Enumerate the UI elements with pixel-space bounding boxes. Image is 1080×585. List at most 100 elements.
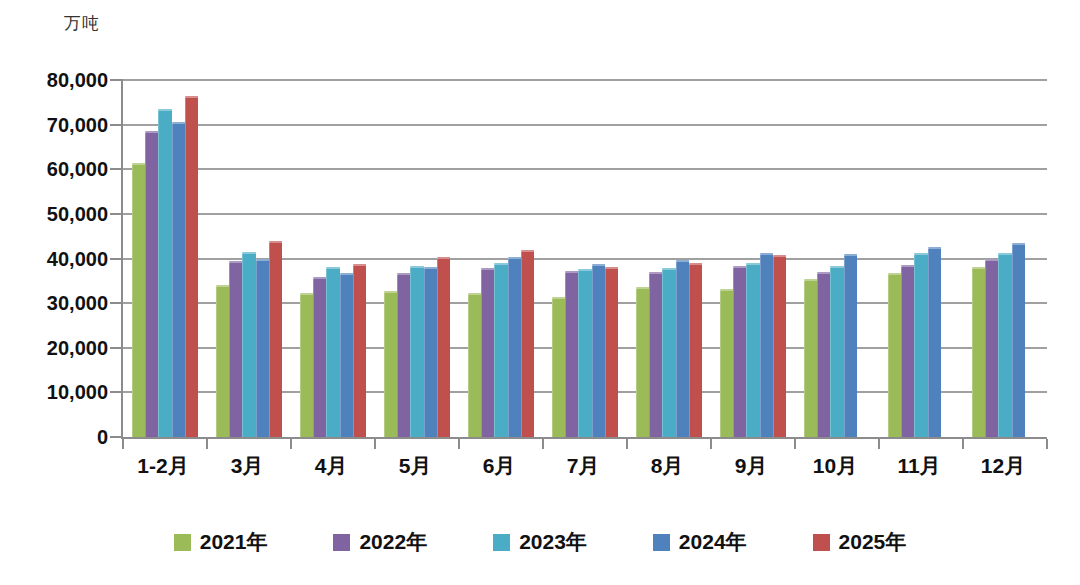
bar-group-12月 (963, 80, 1047, 437)
bar-2025年-8月 (689, 263, 702, 437)
legend: 2021年 2022年 2023年 2024年 2025年 (0, 527, 1080, 557)
legend-label: 2025年 (839, 528, 907, 556)
y-axis-tick-mark (110, 79, 123, 81)
y-tick-label: 10,000 (47, 381, 108, 403)
bar-2024年-4月 (340, 273, 353, 437)
bar-group-1-2月 (123, 80, 207, 437)
legend-item-2024年: 2024年 (653, 528, 747, 556)
y-axis-tick-mark (110, 436, 123, 438)
bar-2023年-5月 (410, 266, 423, 437)
bar-group-9月 (711, 80, 795, 437)
y-tick-label: 60,000 (47, 158, 108, 180)
bar-2022年-5月 (397, 273, 410, 437)
bar-group-11月 (879, 80, 963, 437)
bar-2025年-1-2月 (185, 96, 198, 437)
x-label-5月: 5月 (373, 452, 457, 480)
bar-2024年-9月 (760, 253, 773, 437)
y-tick-label: 50,000 (47, 203, 108, 225)
y-axis-tick-mark (110, 347, 123, 349)
legend-swatch (174, 534, 191, 551)
y-axis-tick-mark (110, 168, 123, 170)
y-tick-label: 0 (97, 426, 108, 448)
bar-2024年-10月 (844, 254, 857, 437)
bar-2022年-3月 (229, 261, 242, 437)
bar-2025年-4月 (353, 264, 366, 437)
bar-2024年-5月 (424, 267, 437, 437)
bar-2022年-11月 (901, 265, 914, 437)
legend-swatch (333, 534, 350, 551)
bar-2023年-7月 (578, 269, 591, 437)
bar-2023年-10月 (830, 266, 843, 437)
bar-2021年-7月 (552, 297, 565, 437)
x-label-3月: 3月 (205, 452, 289, 480)
x-axis-tick-mark (710, 439, 712, 449)
bar-group-4月 (291, 80, 375, 437)
bar-2021年-3月 (216, 285, 229, 437)
x-label-10月: 10月 (793, 452, 877, 480)
bar-group-8月 (627, 80, 711, 437)
bar-2021年-11月 (888, 273, 901, 437)
y-tick-label: 30,000 (47, 292, 108, 314)
x-label-9月: 9月 (709, 452, 793, 480)
x-axis-tick-mark (122, 439, 124, 449)
y-axis-tick-labels: 010,00020,00030,00040,00050,00060,00070,… (0, 80, 108, 437)
x-axis-tick-mark (878, 439, 880, 449)
bar-2025年-7月 (605, 267, 618, 437)
x-label-8月: 8月 (625, 452, 709, 480)
bar-2023年-1-2月 (158, 109, 171, 437)
bar-2025年-5月 (437, 257, 450, 437)
bar-group-10月 (795, 80, 879, 437)
x-axis-tick-mark (626, 439, 628, 449)
bar-2024年-1-2月 (172, 122, 185, 437)
bar-2023年-11月 (914, 253, 927, 437)
bar-group-6月 (459, 80, 543, 437)
bar-2022年-8月 (649, 272, 662, 437)
x-axis-tick-mark (794, 439, 796, 449)
bar-2024年-8月 (676, 260, 689, 437)
y-axis-unit-label: 万吨 (64, 12, 100, 35)
legend-item-2023年: 2023年 (493, 528, 587, 556)
legend-item-2022年: 2022年 (333, 528, 427, 556)
bar-2021年-8月 (636, 287, 649, 437)
y-tick-label: 40,000 (47, 248, 108, 270)
legend-swatch (493, 534, 510, 551)
legend-item-2021年: 2021年 (174, 528, 268, 556)
bar-group-3月 (207, 80, 291, 437)
legend-swatch (813, 534, 830, 551)
bar-2021年-12月 (972, 267, 985, 437)
bar-2021年-6月 (468, 293, 481, 437)
x-label-1-2月: 1-2月 (121, 452, 205, 480)
y-tick-label: 80,000 (47, 69, 108, 91)
bar-2024年-12月 (1012, 243, 1025, 437)
bar-2022年-4月 (313, 277, 326, 437)
bar-2024年-7月 (592, 264, 605, 437)
x-axis-labels: 1-2月3月4月5月6月7月8月9月10月11月12月 (121, 452, 1045, 480)
bar-2023年-12月 (998, 253, 1011, 437)
bar-2024年-3月 (256, 259, 269, 437)
bar-2023年-6月 (494, 263, 507, 437)
bar-2021年-4月 (300, 293, 313, 437)
bar-2025年-9月 (773, 255, 786, 437)
bar-groups (123, 80, 1047, 437)
legend-label: 2023年 (519, 528, 587, 556)
legend-label: 2022年 (359, 528, 427, 556)
x-axis-tick-mark (962, 439, 964, 449)
y-tick-label: 70,000 (47, 114, 108, 136)
bar-2022年-9月 (733, 266, 746, 437)
x-axis-tick-mark (1046, 439, 1048, 449)
x-label-11月: 11月 (877, 452, 961, 480)
bar-2024年-6月 (508, 257, 521, 437)
plot-area (121, 80, 1047, 439)
bar-2023年-9月 (746, 263, 759, 437)
bar-2021年-9月 (720, 289, 733, 437)
bar-2021年-1-2月 (132, 163, 145, 437)
legend-swatch (653, 534, 670, 551)
bar-2023年-8月 (662, 268, 675, 437)
x-label-6月: 6月 (457, 452, 541, 480)
legend-label: 2021年 (200, 528, 268, 556)
x-label-7月: 7月 (541, 452, 625, 480)
y-axis-tick-mark (110, 213, 123, 215)
x-axis-tick-mark (542, 439, 544, 449)
x-label-4月: 4月 (289, 452, 373, 480)
bar-chart: 万吨 010,00020,00030,00040,00050,00060,000… (0, 0, 1080, 585)
